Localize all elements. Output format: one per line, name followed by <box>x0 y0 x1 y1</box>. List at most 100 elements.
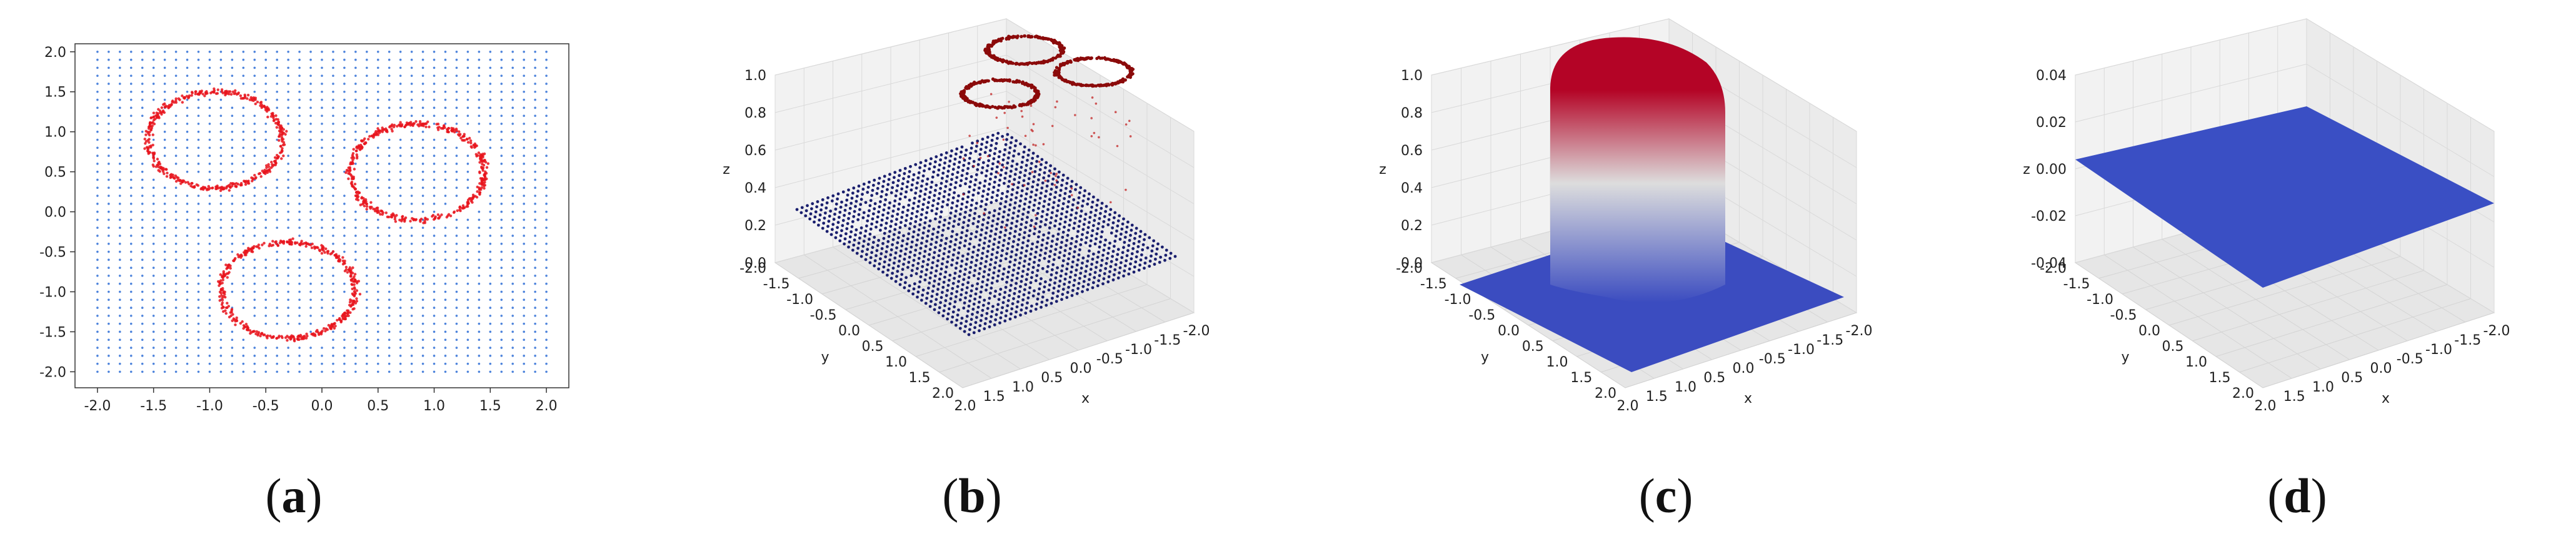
floor-point <box>987 245 991 248</box>
floor-point <box>853 210 856 213</box>
grid-point <box>141 195 144 197</box>
floor-point <box>1060 241 1063 244</box>
ring-point <box>280 133 283 136</box>
grid-point <box>253 186 256 190</box>
floor-point <box>976 168 980 171</box>
grid-point <box>433 123 436 125</box>
grid-point <box>197 146 200 149</box>
grid-point <box>478 90 481 93</box>
grid-point <box>489 50 492 53</box>
grid-point <box>433 210 436 213</box>
ring-point <box>191 91 194 94</box>
ring-point <box>244 180 247 183</box>
floor-point <box>924 245 928 248</box>
grid-point <box>242 355 245 357</box>
grid-point <box>253 210 256 213</box>
ring-point <box>287 336 291 339</box>
ring-point <box>359 143 363 147</box>
floor-point <box>981 251 985 255</box>
grid-point <box>129 218 133 221</box>
grid-point <box>500 266 503 269</box>
grid-point <box>399 90 402 93</box>
ring-point <box>483 186 486 190</box>
grid-point <box>500 163 503 165</box>
floor-point <box>1006 161 1010 165</box>
grid-point <box>287 170 289 173</box>
grid-point <box>421 203 424 205</box>
floor-point <box>946 169 950 173</box>
x-tick-label: -1.5 <box>1154 333 1181 348</box>
floor-point <box>1002 153 1006 156</box>
grid-point <box>523 178 525 181</box>
floor-point <box>836 221 840 225</box>
ring-point <box>232 259 236 263</box>
floor-point <box>953 191 956 195</box>
grid-point <box>343 50 346 53</box>
ring-point <box>414 218 418 221</box>
grid-point <box>366 258 368 261</box>
floor-point <box>1021 298 1025 301</box>
grid-point <box>332 106 334 109</box>
grid-point <box>376 226 379 229</box>
floor-point <box>948 216 952 220</box>
floor-point <box>979 290 983 294</box>
grid-point <box>96 98 99 101</box>
floor-point <box>909 222 912 225</box>
floor-point <box>1026 301 1029 305</box>
grid-point <box>208 226 211 229</box>
y-tick-label: -0.5 <box>39 245 66 261</box>
floor-point <box>976 310 980 314</box>
grid-point <box>332 338 334 341</box>
ring-point <box>284 336 288 340</box>
floor-point <box>1135 226 1138 230</box>
grid-point <box>511 235 514 237</box>
floor-grid <box>919 223 1108 341</box>
grid-point <box>119 106 121 109</box>
grid-point <box>96 306 99 309</box>
floor-point <box>1010 278 1014 282</box>
grid-point <box>197 355 200 357</box>
floor-point <box>1001 272 1005 276</box>
grid-point <box>399 58 402 61</box>
grid-point <box>444 106 447 109</box>
floor-point <box>992 214 996 218</box>
grid-point <box>108 346 110 349</box>
floor-point <box>826 225 829 228</box>
ring-point <box>350 283 353 286</box>
ring-point <box>372 207 375 211</box>
grid-point <box>354 210 357 213</box>
floor-point <box>1001 163 1005 167</box>
grid-point <box>287 123 289 125</box>
grid-point <box>119 50 121 53</box>
grid-point <box>119 98 121 101</box>
grid-point <box>523 322 525 325</box>
floor-point <box>946 288 950 292</box>
grid-point <box>478 50 481 53</box>
floor-point <box>1097 279 1101 283</box>
floor-point <box>981 223 985 226</box>
floor-point <box>1031 294 1035 298</box>
grid-point <box>545 90 548 93</box>
grid-point <box>545 106 548 109</box>
floor-point <box>903 281 907 285</box>
floor-point <box>944 299 948 303</box>
grid-point <box>152 66 155 69</box>
floor-point <box>1040 163 1043 166</box>
grid-point <box>141 346 144 349</box>
floor-point <box>1165 248 1168 252</box>
grid-point <box>231 50 234 53</box>
grid-point <box>264 123 268 125</box>
grid-point <box>163 146 166 149</box>
ring-point <box>480 183 483 186</box>
grid-point <box>444 186 447 190</box>
grid-point <box>108 178 110 181</box>
floor-point <box>861 250 864 253</box>
ring-2 <box>344 119 490 225</box>
grid-point <box>433 298 436 301</box>
grid-point <box>163 186 166 190</box>
floor-point <box>995 222 999 226</box>
floor-point <box>1088 273 1092 276</box>
floor-point <box>998 178 1001 182</box>
floor-point <box>974 235 978 239</box>
grid-point <box>376 250 379 253</box>
